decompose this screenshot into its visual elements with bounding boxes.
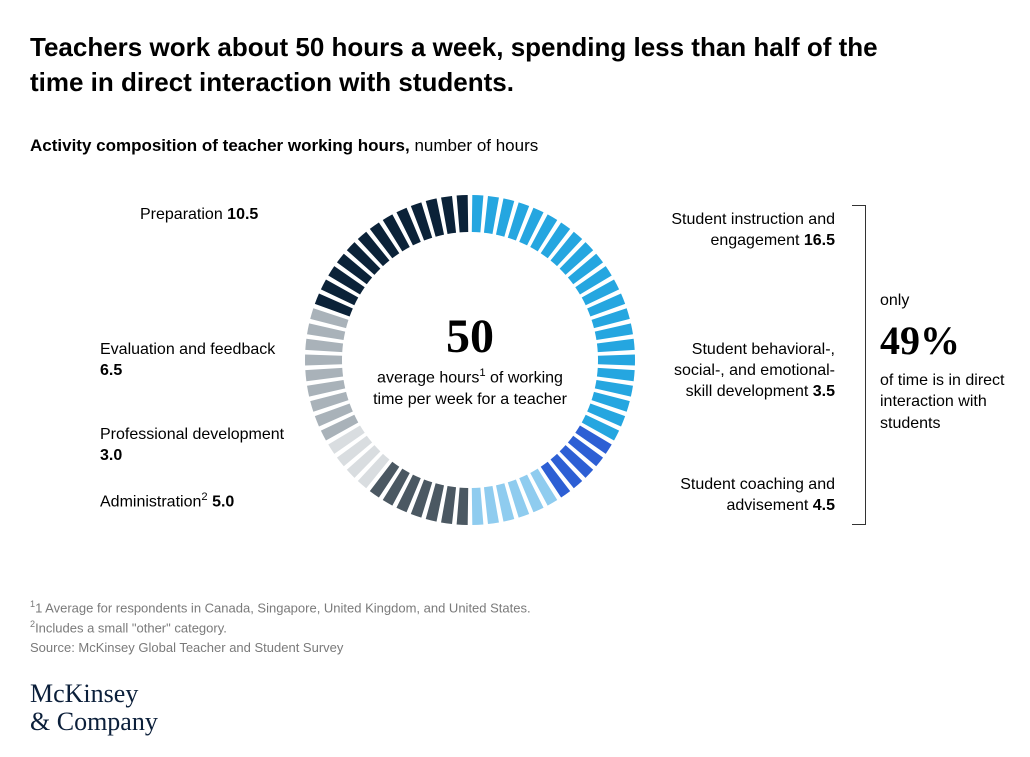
donut-tick (597, 339, 635, 352)
callout: only 49% of time is in direct interactio… (880, 290, 1020, 434)
donut-tick (457, 195, 469, 232)
footnotes: 11 Average for respondents in Canada, Si… (30, 598, 531, 657)
callout-post: of time is in direct interaction with st… (880, 372, 1004, 432)
headline: Teachers work about 50 hours a week, spe… (30, 30, 930, 100)
donut-tick (457, 488, 469, 525)
subhead: Activity composition of teacher working … (30, 136, 1000, 156)
segment-label: Student coaching and advisement 4.5 (660, 475, 835, 517)
subhead-rest: number of hours (410, 136, 539, 155)
donut-tick (305, 354, 342, 365)
mckinsey-logo: McKinsey & Company (30, 680, 158, 735)
footnote-2: 2Includes a small "other" category. (30, 618, 531, 638)
donut-tick (472, 195, 484, 232)
callout-pct: 49% (880, 314, 1020, 368)
center-caption: average hours1 of working time per week … (365, 366, 575, 411)
donut-tick (484, 196, 499, 234)
segment-label: Student instruction and engagement 16.5 (660, 210, 835, 252)
footnote-source: Source: McKinsey Global Teacher and Stud… (30, 638, 531, 658)
center-value: 50 (365, 309, 575, 364)
segment-label: Preparation 10.5 (140, 205, 300, 226)
logo-line1: McKinsey (30, 680, 158, 707)
segment-label: Student behavioral-, social-, and emotio… (660, 340, 835, 402)
callout-bracket (852, 205, 866, 525)
callout-pre: only (880, 292, 909, 309)
donut-tick (305, 339, 343, 352)
donut-tick (441, 196, 456, 234)
donut-tick (305, 368, 343, 381)
segment-label: Administration2 5.0 (100, 490, 295, 513)
logo-line2: & Company (30, 708, 158, 735)
donut-tick (441, 486, 456, 524)
donut-tick (472, 488, 484, 525)
donut-center: 50 average hours1 of working time per we… (365, 309, 575, 411)
footnote-1: 11 Average for respondents in Canada, Si… (30, 598, 531, 618)
segment-label: Evaluation and feedback 6.5 (100, 340, 295, 382)
subhead-bold: Activity composition of teacher working … (30, 136, 410, 155)
donut-tick (597, 368, 635, 381)
donut-tick (484, 486, 499, 524)
donut-tick (598, 354, 635, 365)
chart-area: 50 average hours1 of working time per we… (0, 170, 1030, 590)
segment-label: Professional development 3.0 (100, 425, 295, 467)
donut-chart: 50 average hours1 of working time per we… (305, 195, 635, 525)
